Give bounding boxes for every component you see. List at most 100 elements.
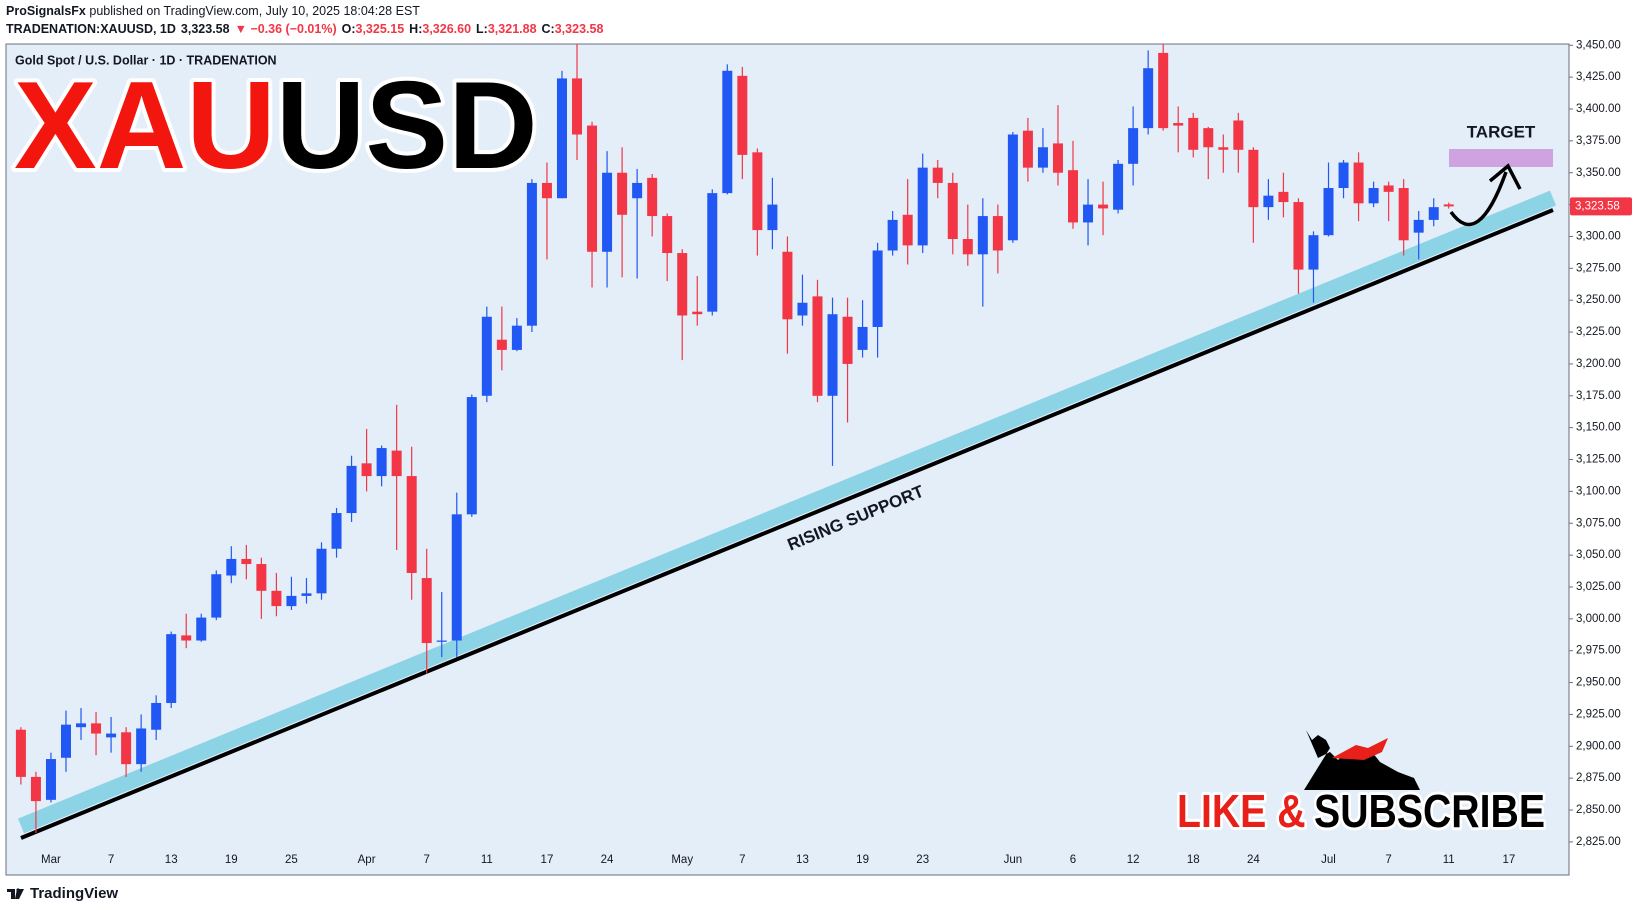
y-tick-label: 3,275.00 (1576, 262, 1621, 274)
x-tick-label: 12 (1127, 854, 1140, 866)
y-tick-label: 3,425.00 (1576, 71, 1621, 83)
candle-body (166, 634, 177, 703)
quote-line: TRADENATION:XAUUSD, 1D 3,323.58 ▼ −0.36 (−… (6, 22, 603, 36)
candle-body (1143, 68, 1154, 129)
x-tick-label: Jun (1004, 854, 1023, 866)
y-tick-label: 3,300.00 (1576, 230, 1621, 242)
candles (15, 44, 1454, 833)
candle-body (1353, 162, 1364, 204)
candle-body (466, 397, 477, 515)
cta-part: SUBSCRIBE (1314, 785, 1545, 837)
candle-body (241, 558, 252, 565)
candle-body (842, 316, 853, 364)
candle-body (256, 564, 267, 591)
quote-part: ▼ −0.36 (−0.01%) (235, 22, 337, 36)
candle-body (1263, 195, 1274, 208)
publisher: ProSignalsFx (6, 4, 86, 18)
candle-body (376, 448, 387, 477)
candle-body (707, 193, 718, 312)
candle-body (797, 302, 808, 316)
quote-part: 3,325.15 (356, 22, 405, 36)
bull-shape (1304, 730, 1420, 790)
support-line (20, 208, 1554, 840)
x-tick-label: Jul (1321, 854, 1336, 866)
chart-title: Gold Spot / U.S. Dollar · 1D · TRADENATI… (15, 53, 277, 67)
y-tick-label: 3,225.00 (1576, 326, 1621, 338)
x-tick-label: 25 (285, 854, 298, 866)
y-tick-label: 3,125.00 (1576, 454, 1621, 466)
candle-body (481, 316, 492, 396)
x-tick-label: 17 (541, 854, 554, 866)
candle-body (767, 204, 778, 231)
candle-body (857, 326, 868, 350)
y-tick-label: 3,150.00 (1576, 422, 1621, 434)
y-tick-label: 3,100.00 (1576, 485, 1621, 497)
candle-body (647, 177, 658, 217)
cta: LIKE &SUBSCRIBE (1177, 785, 1545, 837)
quote-part: 3,323.58 (555, 22, 604, 36)
candle-body (662, 216, 673, 254)
candle-body (1113, 163, 1124, 210)
x-tick-label: 23 (916, 854, 929, 866)
last-price-label: 3,323.58 (1575, 200, 1620, 212)
x-tick-label: 17 (1502, 854, 1515, 866)
candle-body (947, 182, 958, 240)
footer-logo (7, 888, 24, 899)
candle-body (1188, 117, 1199, 150)
quote-part: C: (542, 22, 555, 36)
candle-body (226, 558, 237, 576)
x-tick-label: Mar (41, 854, 61, 866)
candle-body (962, 239, 973, 255)
candle-body (526, 182, 537, 326)
candle-body (331, 513, 342, 549)
y-tick-label: 3,450.00 (1576, 39, 1621, 51)
y-tick-label: 3,400.00 (1576, 103, 1621, 115)
candle-body (692, 311, 703, 315)
candle-body (1308, 235, 1319, 270)
candle-body (316, 548, 327, 594)
candle-body (722, 70, 733, 194)
candle-body (1413, 219, 1424, 233)
candle-body (977, 216, 988, 255)
candle-body (406, 476, 417, 573)
candle-body (91, 723, 102, 734)
y-tick-label: 3,075.00 (1576, 517, 1621, 529)
candle-body (917, 167, 928, 246)
candle-body (1128, 128, 1139, 164)
x-tick-label: 13 (796, 854, 809, 866)
y-tick-label: 2,875.00 (1576, 772, 1621, 784)
candle-body (106, 733, 117, 738)
x-tick-label: 6 (1070, 854, 1076, 866)
candle-body (45, 759, 56, 800)
y-tick-label: 2,950.00 (1576, 677, 1621, 689)
candle-body (1323, 188, 1334, 236)
arrow-head (1488, 163, 1522, 190)
candle-body (511, 325, 522, 350)
candle-body (541, 182, 552, 199)
bull-logo (1304, 730, 1420, 790)
candle-body (136, 728, 147, 765)
footer-brand: TradingView (30, 885, 118, 902)
candle-body (361, 463, 372, 477)
y-tick-label: 3,350.00 (1576, 167, 1621, 179)
candle-body (737, 75, 748, 155)
candle-body (782, 251, 793, 320)
candle-body (60, 724, 71, 758)
y-tick-label: 2,925.00 (1576, 708, 1621, 720)
candle-body (211, 574, 222, 618)
candle-body (1158, 52, 1169, 129)
x-tick-label: May (671, 854, 693, 866)
candle-body (301, 593, 312, 596)
candle-body (902, 214, 913, 246)
candle-body (496, 339, 507, 350)
quote-part: O: (342, 22, 356, 36)
cta-part: LIKE & (1177, 785, 1306, 837)
candle-body (76, 723, 87, 728)
candle-body (1037, 147, 1048, 168)
candle-body (436, 640, 447, 642)
x-tick-label: 24 (1247, 854, 1260, 866)
x-tick-label: 19 (856, 854, 869, 866)
candle-body (587, 125, 598, 252)
tv-logo-dot (16, 888, 20, 892)
